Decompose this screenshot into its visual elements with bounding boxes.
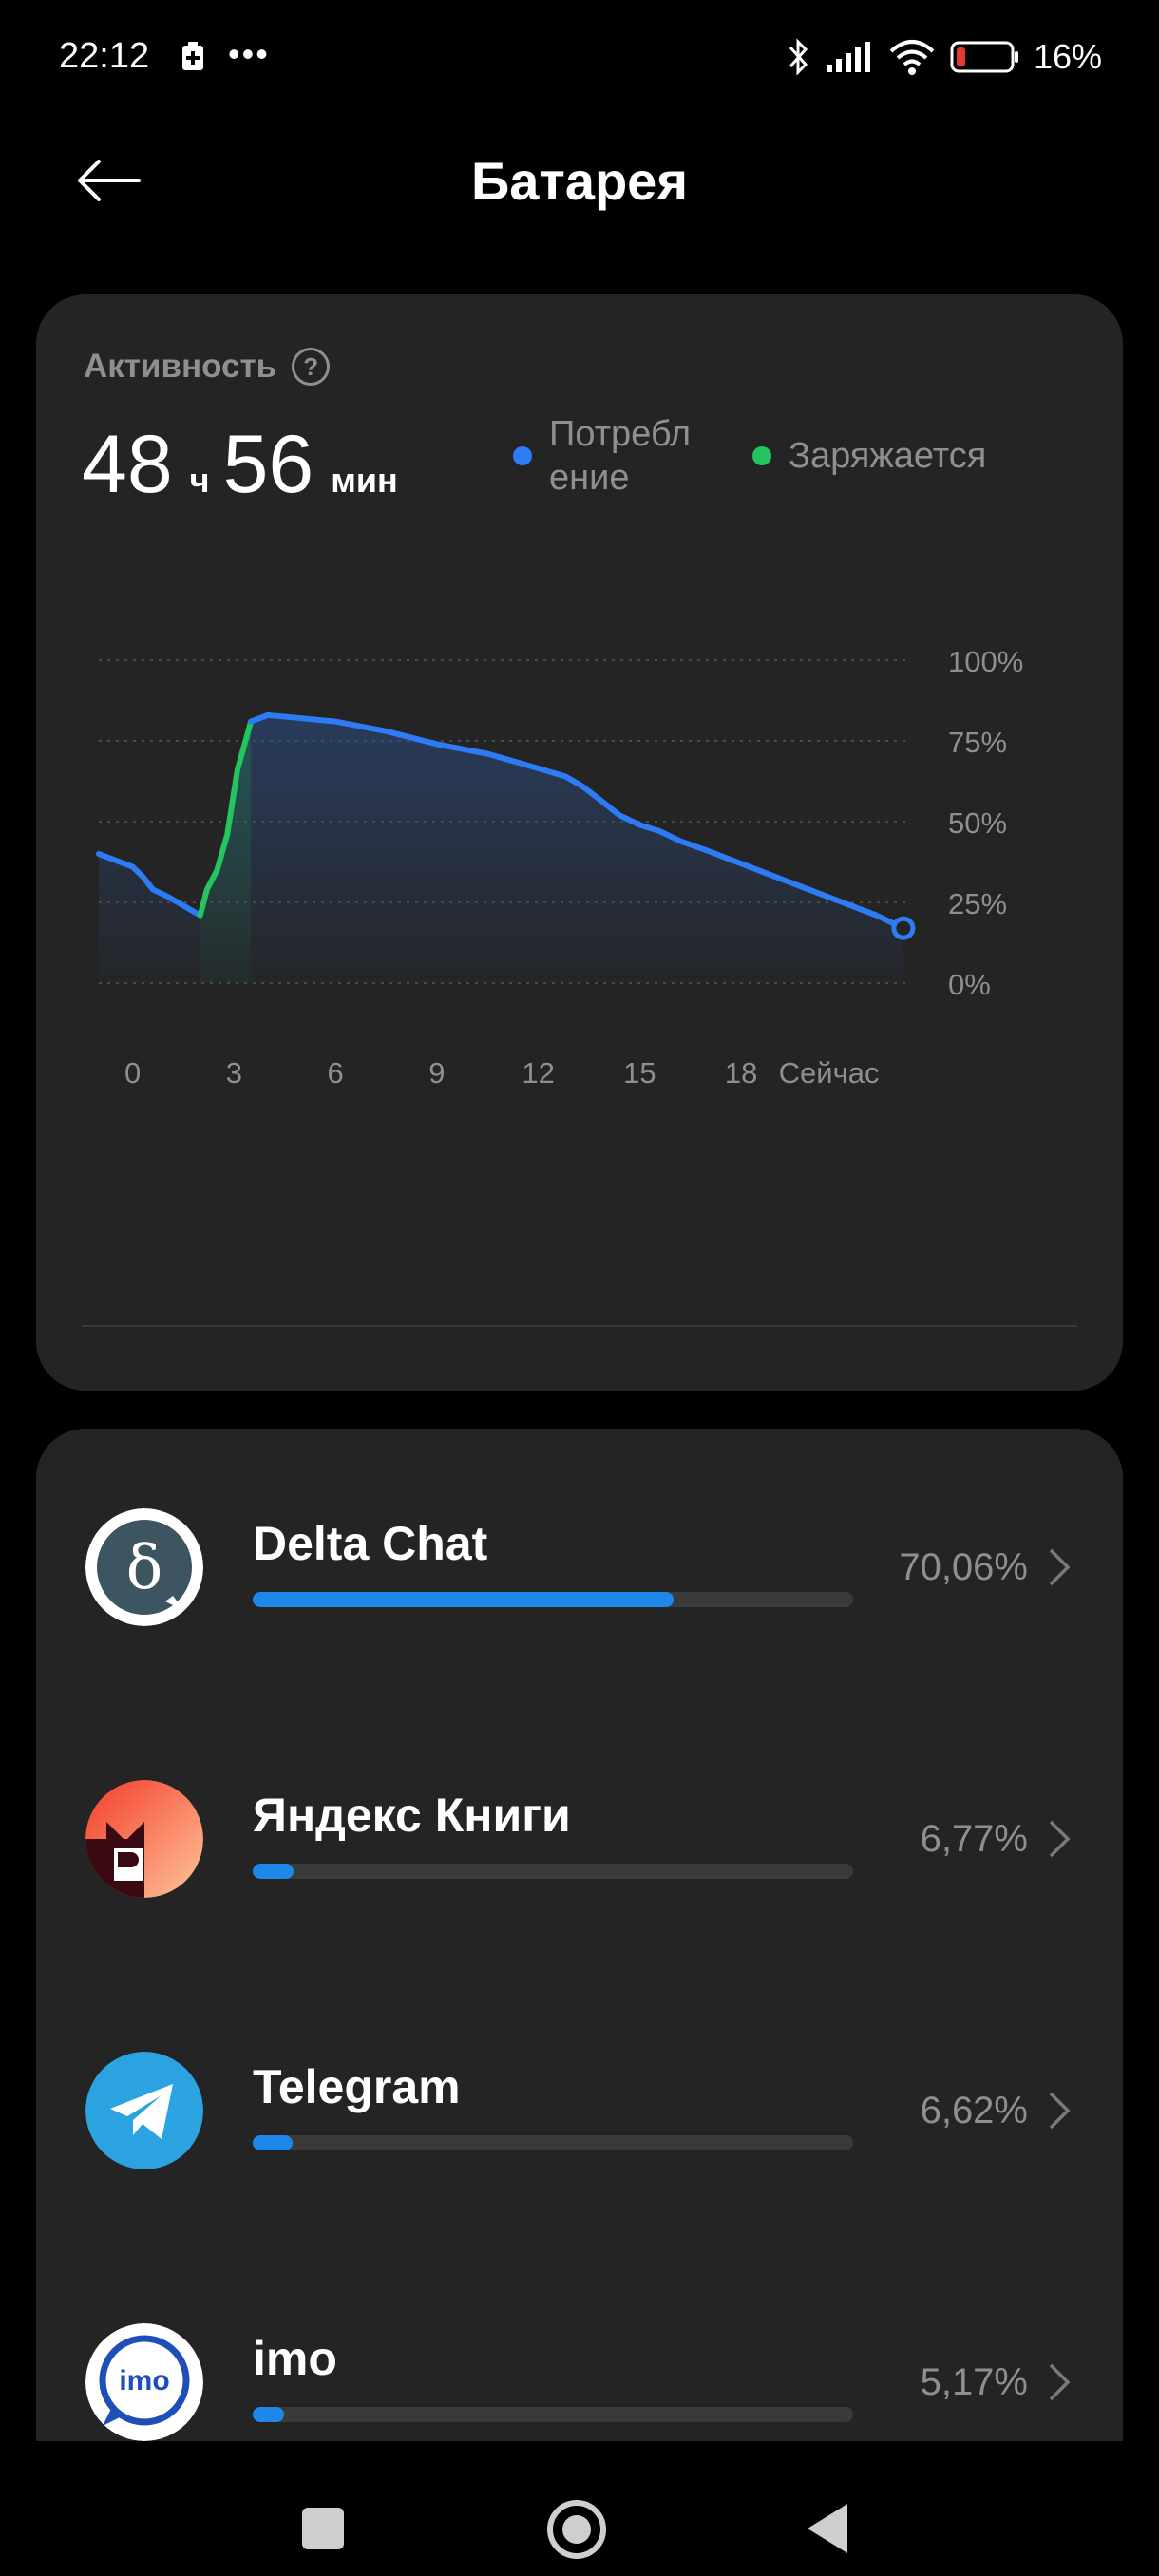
signal-icon [826,42,870,72]
chart-x-tick-label: Сейчас [779,1056,880,1089]
nav-back-button[interactable] [808,2504,847,2553]
activity-label-text: Активность [84,348,277,385]
duration-hours-unit: ч [189,461,210,500]
legend-charging-dot [752,446,771,465]
app-row-imo[interactable]: imo imo 5,17% [36,2312,1123,2502]
home-button[interactable] [547,2500,606,2559]
chart-y-tick-label: 75% [948,726,1007,759]
chart-y-tick-label: 50% [948,806,1007,840]
app-usage-bar [253,1592,853,1607]
status-time: 22:12 [59,36,150,76]
wifi-icon [889,40,935,75]
app-name: Delta Chat [253,1517,488,1570]
svg-text:δ: δ [126,1533,163,1603]
duration-hours: 48 [82,419,173,510]
chevron-right-icon [1049,1820,1071,1858]
legend-consumption: Потребл ение [513,412,711,500]
app-percent: 6,62% [920,2090,1028,2131]
app-percent: 70,06% [899,1546,1028,1588]
legend-consumption-label: Потребл ение [549,414,692,498]
duration-minutes-unit: мин [331,461,398,500]
app-percent: 5,17% [920,2361,1028,2403]
duration-minutes: 56 [222,419,314,510]
legend-charging-label: Заряжается [788,436,987,476]
app-usage-list: δ Delta Chat 70,06% [36,1429,1123,2576]
chart-x-tick-label: 3 [226,1056,242,1089]
arrow-left-icon [78,160,141,201]
notification-dots: ••• [228,34,270,73]
chart-charging-area [200,721,252,983]
chart-x-tick-label: 0 [124,1056,141,1089]
chart-x-tick-label: 18 [725,1056,757,1089]
chart-y-tick-label: 100% [948,645,1023,678]
chart-legend: Потребл ение Заряжается [513,412,986,500]
chart-x-tick-label: 15 [623,1056,656,1089]
app-row-yandex-books[interactable]: Яндекс Книги 6,77% [36,1769,1123,1959]
imo-icon: imo [86,2323,203,2441]
battery-saver-icon [182,42,203,70]
app-name: Яндекс Книги [253,1789,571,1842]
delta-chat-icon: δ [86,1508,203,1626]
chart-x-tick-label: 9 [428,1056,445,1089]
navigation-bar [0,2441,1159,2576]
chart-line-charging [197,718,255,919]
legend-charging: Заряжается [752,412,986,500]
help-icon[interactable]: ? [292,348,331,386]
status-bar: 22:12 ••• 16% [0,0,1159,114]
activity-card: Активность ? 48 ч 56 мин Потребл ение За… [36,294,1123,1391]
chart-current-point [891,916,916,940]
battery-icon [950,41,1018,73]
chart-x-tick-label: 12 [522,1056,554,1089]
chart-y-tick-label: 25% [948,887,1007,920]
activity-duration: 48 ч 56 мин [82,418,411,512]
app-name: Telegram [253,2060,461,2113]
recent-apps-button[interactable] [302,2508,344,2549]
yandex-books-icon [86,1780,203,1898]
chart-y-tick-label: 0% [948,968,991,1001]
chevron-right-icon [1049,2092,1071,2130]
chart-x-tick-label: 6 [327,1056,343,1089]
chevron-right-icon [1049,1548,1071,1586]
chart-line-consumption [248,711,906,932]
app-usage-bar-fill [253,2407,284,2422]
status-icons: 16% [787,36,1102,78]
app-name: imo [253,2332,337,2385]
card-divider [82,1325,1077,1327]
back-button[interactable] [74,152,160,209]
chevron-right-icon [1049,2363,1071,2401]
bluetooth-icon [788,38,808,76]
activity-label: Активность ? [84,348,331,386]
home-icon [562,2515,591,2544]
app-usage-bar [253,1864,853,1879]
battery-chart: 100% 75% 50% 25% 0% 0 3 6 9 12 15 18 Сейчас [96,645,1023,1089]
app-row-telegram[interactable]: Telegram 6,62% [36,2040,1123,2230]
app-usage-bar-fill [253,1864,294,1879]
app-usage-bar [253,2407,853,2422]
battery-percent: 16% [1033,37,1102,76]
app-row-delta-chat[interactable]: δ Delta Chat 70,06% [36,1497,1123,1687]
app-usage-bar-fill [253,1592,674,1607]
chart-line-consumption [96,851,203,919]
page-title: Батарея [471,151,688,211]
telegram-icon [86,2052,203,2169]
app-percent: 6,77% [920,1818,1028,1860]
svg-text:imo: imo [119,2365,169,2396]
app-usage-bar [253,2135,853,2150]
app-usage-bar-fill [253,2135,293,2150]
chart-area [99,714,903,983]
legend-consumption-dot [513,446,532,465]
